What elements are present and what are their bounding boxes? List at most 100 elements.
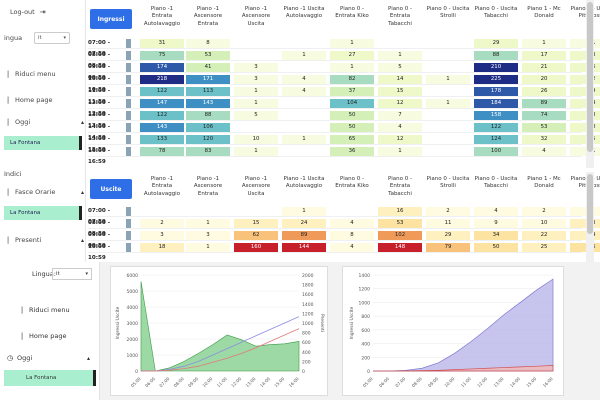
chevron-down-icon: ▾ <box>63 35 66 41</box>
home-icon: | <box>6 96 10 104</box>
table-cell: 11 <box>426 219 470 228</box>
table-cell: 50 <box>330 111 374 120</box>
la-fontana-label: La Fontana <box>10 140 41 146</box>
y-tick-label: 400 <box>361 342 370 348</box>
row-marker <box>126 111 131 120</box>
chevron-up-icon: ▴ <box>86 354 90 362</box>
table-cell: 143 <box>140 123 184 132</box>
table-cell: 24 <box>570 231 600 240</box>
table-row: 09:00 - 09:59174413152102126 <box>88 62 600 81</box>
la-fontana-today-item[interactable]: La Fontana <box>4 370 96 386</box>
la-fontana-today-item[interactable]: La Fontana <box>4 136 82 150</box>
combined-chart-card: 6000 5000 4000 3000 2000 1000 0 2000 1800 1600 140… <box>110 266 328 396</box>
table-cell: 171 <box>186 75 230 84</box>
logout-icon[interactable]: ⇥ <box>39 8 46 16</box>
logout-label[interactable]: Log-out <box>10 8 35 16</box>
table-cell: 37 <box>330 87 374 96</box>
chevron-up-icon: ▴ <box>80 118 84 126</box>
x-tick-label: 13:00 <box>493 376 505 388</box>
y-tick-label: 1000 <box>127 353 139 359</box>
ingressi-scrollbar[interactable] <box>586 0 594 168</box>
x-tick-label: 07:00 <box>394 376 406 388</box>
uscite-button[interactable]: Uscite <box>90 179 132 199</box>
y-tick-label: 5000 <box>127 289 139 295</box>
table-cell: 24 <box>570 99 600 108</box>
y-axis-label: Ingressi Uscite <box>349 306 355 339</box>
table-cell: 28 <box>570 123 600 132</box>
cumulative-area-series-0 <box>373 278 554 372</box>
table-cell <box>426 63 470 72</box>
table-cell: 1 <box>330 63 374 72</box>
table-cell: 8 <box>186 39 230 48</box>
menu-icon: | <box>6 70 10 78</box>
column-header: Piano 0 - Entrata Tabacchi <box>388 176 412 197</box>
today-item[interactable]: | Oggi ▴ <box>4 118 90 126</box>
table-cell <box>282 123 326 132</box>
table-cell: 3 <box>186 231 230 240</box>
row-marker <box>126 87 131 96</box>
table-cell <box>140 207 184 216</box>
table-cell <box>186 207 230 216</box>
column-header: Piano -1 Ascensore Uscita <box>241 176 271 197</box>
table-cell: 3 <box>140 231 184 240</box>
table-cell: 36 <box>330 147 374 156</box>
y2-tick-label: 1800 <box>302 283 314 289</box>
table-cell: 15 <box>570 135 600 144</box>
time-slot-label: 08:00 - 08:59 <box>88 220 111 237</box>
collapse-menu-item[interactable]: | Riduci menu <box>4 70 90 78</box>
table-cell <box>282 99 326 108</box>
ingressi-button[interactable]: Ingressi <box>90 9 132 29</box>
row-marker <box>126 207 131 216</box>
la-fontana-slots-item[interactable]: La Fontana <box>4 206 82 220</box>
language-select[interactable]: it ▾ <box>34 32 70 44</box>
table-cell: 106 <box>186 123 230 132</box>
table-cell: 147 <box>140 99 184 108</box>
y2-tick-label: 400 <box>302 350 311 356</box>
scroll-thumb[interactable] <box>587 174 593 234</box>
table-cell: 28 <box>570 111 600 120</box>
y-tick-label: 0 <box>135 369 138 375</box>
collapse-menu-item[interactable]: | Riduci menu <box>18 306 70 314</box>
home-page-label: Home page <box>29 332 67 340</box>
x-tick-label: 15:00 <box>273 376 285 388</box>
table-cell: 32 <box>570 75 600 84</box>
indices-label: Indici <box>4 170 22 178</box>
home-page-item[interactable]: | Home page <box>4 96 90 104</box>
logout-row[interactable]: Log-out ⇥ <box>10 8 96 16</box>
y2-tick-label: 0 <box>302 369 305 375</box>
table-cell: 74 <box>522 111 566 120</box>
y2-tick-label: 800 <box>302 331 311 337</box>
table-cell: 9 <box>474 219 518 228</box>
table-cell <box>234 207 278 216</box>
home-page-item[interactable]: | Home page <box>18 332 67 340</box>
row-marker <box>126 219 131 228</box>
table-cell: 12 <box>378 99 422 108</box>
table-cell: 2 <box>570 207 600 216</box>
cumulative-chart: 1400 1200 1000 800 600 400 200 005:00 06:00 07:00… <box>349 273 554 388</box>
table-row: 13:00 - 13:591228855071587428 <box>88 110 600 129</box>
column-header: Piano 0 - Uscita Strolli <box>426 6 470 20</box>
present-item[interactable]: | Presenti ▴ <box>4 236 90 244</box>
uscite-scrollbar[interactable] <box>586 172 594 262</box>
y2-tick-label: 200 <box>302 359 311 365</box>
table-cell: 144 <box>282 243 326 252</box>
table-cell: 100 <box>474 147 518 156</box>
table-cell: 53 <box>186 51 230 60</box>
table-cell: 1 <box>234 99 278 108</box>
table-cell: 10 <box>522 219 566 228</box>
column-header: Piano -1 Ascensore Entrata <box>193 176 223 197</box>
table-cell <box>282 39 326 48</box>
language-select[interactable]: it ▾ <box>52 268 92 280</box>
y-tick-label: 1000 <box>359 300 371 306</box>
y-tick-label: 4000 <box>127 305 139 311</box>
time-slots-item[interactable]: | Fasce Orarie ▴ <box>4 188 90 196</box>
column-header: Piano 0 - Entrata Tabacchi <box>388 6 412 27</box>
table-cell: 2 <box>522 207 566 216</box>
scroll-thumb[interactable] <box>587 2 593 152</box>
today-item[interactable]: ◷ Oggi ▴ <box>6 354 94 362</box>
time-slot-label: 12:00 - 12:59 <box>88 100 111 117</box>
table-cell: 4 <box>378 123 422 132</box>
ingressi-table: Ingressi Piano -1 Entrata Autolavaggio Pi… <box>88 0 600 168</box>
table-cell: 122 <box>140 111 184 120</box>
